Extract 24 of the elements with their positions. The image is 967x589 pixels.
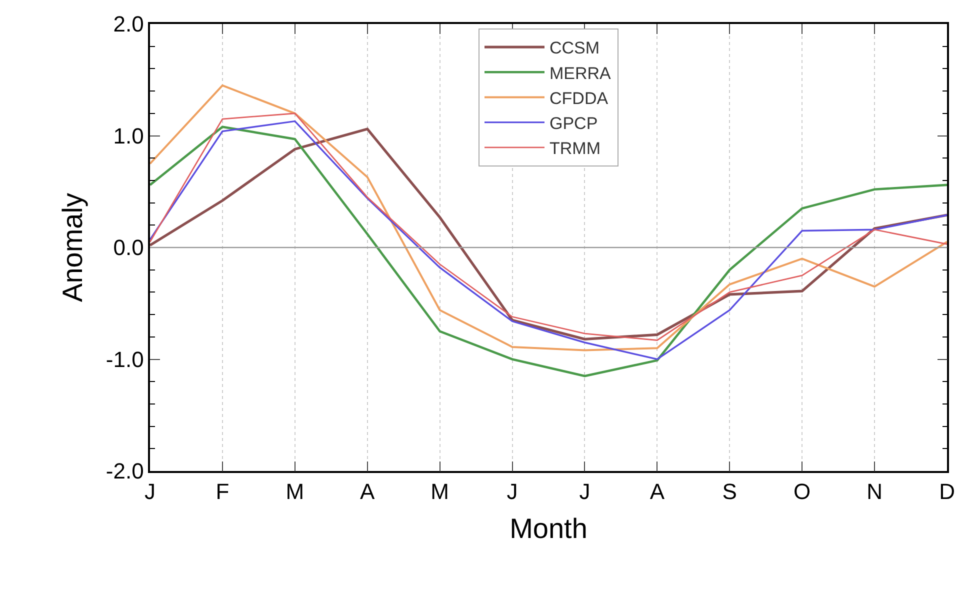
y-tick-label: 2.0: [113, 12, 144, 37]
legend-label: MERRA: [550, 64, 612, 83]
x-tick-label: O: [794, 479, 811, 504]
y-tick-label: 0.0: [113, 235, 144, 260]
x-tick-label: A: [650, 479, 665, 504]
x-tick-label: F: [216, 479, 230, 504]
legend-label: CCSM: [550, 38, 600, 58]
x-tick-label: A: [360, 479, 376, 504]
x-tick-label: S: [722, 479, 737, 504]
y-axis-title: Anomaly: [57, 193, 88, 302]
legend-label: TRMM: [550, 139, 600, 158]
y-tick-label: 1.0: [113, 123, 144, 148]
x-tick-label: D: [939, 479, 955, 504]
x-tick-label: J: [144, 479, 156, 504]
x-tick-label: M: [430, 479, 449, 504]
x-tick-label: N: [866, 479, 882, 504]
x-tick-label: J: [579, 479, 590, 504]
legend-label: GPCP: [550, 114, 598, 133]
y-tick-label: -2.0: [106, 458, 144, 484]
y-tick-label: -1.0: [106, 346, 144, 372]
x-axis-title: Month: [510, 512, 588, 544]
x-tick-label: J: [506, 479, 518, 504]
legend-label: CFDDA: [550, 88, 609, 108]
x-tick-label: M: [286, 479, 304, 504]
